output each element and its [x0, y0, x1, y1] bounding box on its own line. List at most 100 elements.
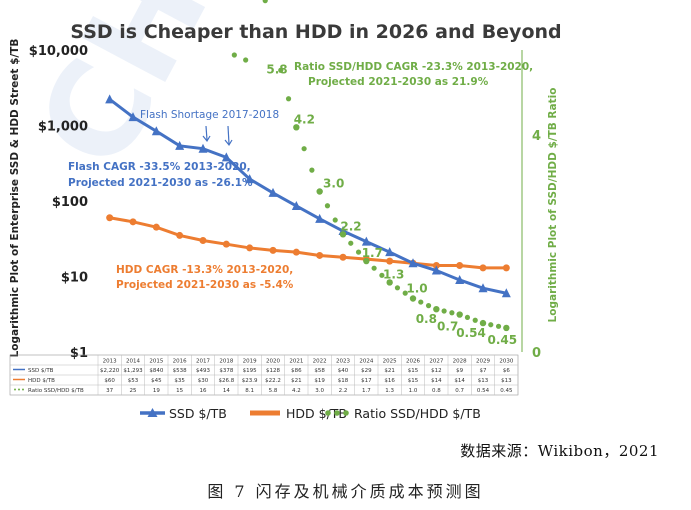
data-table-row-label: Ratio SSD/HDD $/TB — [28, 388, 84, 394]
ratio-dot — [285, 96, 292, 102]
data-table-year: 2014 — [126, 359, 140, 365]
ratio-dot — [262, 0, 268, 4]
hdd-point — [129, 218, 137, 226]
data-table-year: 2013 — [103, 359, 117, 365]
ratio-point-label: 0.7 — [437, 320, 458, 334]
data-table-cell: $15 — [408, 378, 419, 384]
ratio-dot — [441, 308, 447, 314]
ratio-point-label: 0.54 — [456, 326, 486, 340]
data-table-cell: $21 — [291, 378, 302, 384]
data-table-cell: $378 — [219, 368, 233, 374]
data-table-cell: 0.45 — [500, 388, 513, 394]
y-tick-label: $10 — [61, 271, 88, 286]
flash-shortage-arrowhead — [224, 139, 233, 147]
ratio-point — [363, 257, 370, 265]
annotation-flash-shortage: Flash Shortage 2017-2018 — [140, 109, 279, 121]
y2-tick-label: 4 — [532, 129, 541, 144]
data-table-cell: $493 — [196, 368, 210, 374]
ratio-point-label: 4.2 — [294, 112, 315, 126]
data-table-cell: $538 — [173, 368, 187, 374]
data-table-cell: 0.7 — [455, 388, 464, 394]
ssd-point — [221, 152, 231, 162]
hdd-point — [316, 251, 324, 259]
ratio-point — [293, 124, 300, 131]
ratio-point — [409, 295, 417, 302]
data-table-cell: 0.8 — [432, 388, 441, 394]
data-table-cell: 1.0 — [409, 388, 418, 394]
ratio-dot — [464, 314, 471, 321]
annotation-hdd-cagr: Projected 2021-2030 as -5.4% — [116, 279, 294, 291]
ratio-dot — [418, 299, 424, 305]
data-table-year: 2017 — [196, 359, 210, 365]
annotation-hdd-cagr: HDD CAGR -13.3% 2013-2020, — [116, 264, 293, 276]
ratio-point-label: 5.8 — [266, 63, 287, 77]
legend-ratio-label: Ratio SSD/HDD $/TB — [354, 406, 481, 421]
y2-tick-label: 0 — [532, 346, 541, 361]
hdd-point — [502, 264, 510, 272]
data-table-cell: $840 — [149, 368, 163, 374]
chart: SSD is Cheaper than HDD in 2026 and Beyo… — [9, 0, 562, 421]
hdd-point — [339, 253, 347, 261]
flash-shortage-arrowhead — [202, 135, 211, 143]
data-table-cell: 19 — [153, 388, 160, 394]
source-note: 数据来源：Wikibon，2021 — [460, 442, 659, 460]
legend-ratio-marker — [325, 410, 331, 416]
data-table-cell: 3.0 — [315, 388, 324, 394]
ratio-dot — [394, 285, 401, 291]
ssd-point — [151, 126, 161, 136]
data-table-cell: $22.2 — [265, 378, 281, 384]
ratio-point-label: 0.8 — [416, 312, 437, 326]
data-table-cell: 0.54 — [477, 388, 490, 394]
ssd-point — [408, 258, 418, 268]
ratio-dot — [324, 203, 331, 209]
data-table-cell: $128 — [266, 368, 280, 374]
data-table-cell: $14 — [431, 378, 442, 384]
ratio-point-label: 1.0 — [406, 282, 427, 296]
ratio-point — [503, 324, 510, 332]
hdd-point — [292, 248, 300, 256]
legend-ratio-marker — [334, 410, 340, 416]
ssd-point — [175, 140, 185, 150]
data-table-cell: $26.8 — [218, 378, 234, 384]
ratio-dot — [379, 272, 385, 278]
data-table-cell: 25 — [130, 388, 137, 394]
y-tick-label: $1 — [70, 346, 88, 361]
data-table-cell: 16 — [200, 388, 207, 394]
ratio-point — [386, 279, 393, 286]
ssd-point — [105, 94, 115, 104]
data-table-year: 2024 — [359, 359, 373, 365]
data-table-cell: $40 — [338, 368, 349, 374]
legend-ssd-marker — [147, 408, 158, 417]
y2-axis-title: Logarithmic Plot of SSD/HDD $/TB Ratio — [547, 88, 559, 323]
ratio-point — [456, 311, 463, 318]
ratio-point — [316, 188, 323, 195]
data-table-cell: $16 — [384, 378, 395, 384]
data-table-year: 2016 — [173, 359, 187, 365]
flash-shortage-arrow — [205, 125, 208, 141]
ratio-dot — [301, 146, 307, 152]
data-table-cell: $2,220 — [100, 368, 120, 374]
data-table-cell: $17 — [361, 378, 372, 384]
ssd-line — [108, 98, 507, 295]
data-table-cell: 14 — [223, 388, 230, 394]
hdd-point — [246, 244, 254, 252]
ratio-dot — [355, 249, 362, 255]
data-table-year: 2025 — [383, 359, 397, 365]
data-table-year: 2026 — [406, 359, 420, 365]
ratio-point-label: 3.0 — [323, 177, 344, 191]
y-tick-label: $1,000 — [38, 120, 88, 135]
ssd-point — [268, 187, 278, 197]
ratio-dot — [449, 310, 455, 316]
ratio-dot — [278, 67, 284, 73]
ssd-point — [198, 143, 208, 153]
data-table-cell: $58 — [314, 368, 325, 374]
data-table-cell: 8.1 — [245, 388, 254, 394]
annotation-ratio-cagr: Ratio SSD/HDD CAGR -23.3% 2013-2020, — [294, 61, 533, 73]
legend-ratio-marker — [343, 410, 349, 416]
data-table-year: 2028 — [453, 359, 467, 365]
data-table-cell: 4.2 — [292, 388, 301, 394]
ratio-dot — [495, 323, 502, 329]
data-table-cell: 1.3 — [385, 388, 394, 394]
ratio-dot — [472, 317, 478, 323]
ratio-point — [479, 319, 487, 327]
